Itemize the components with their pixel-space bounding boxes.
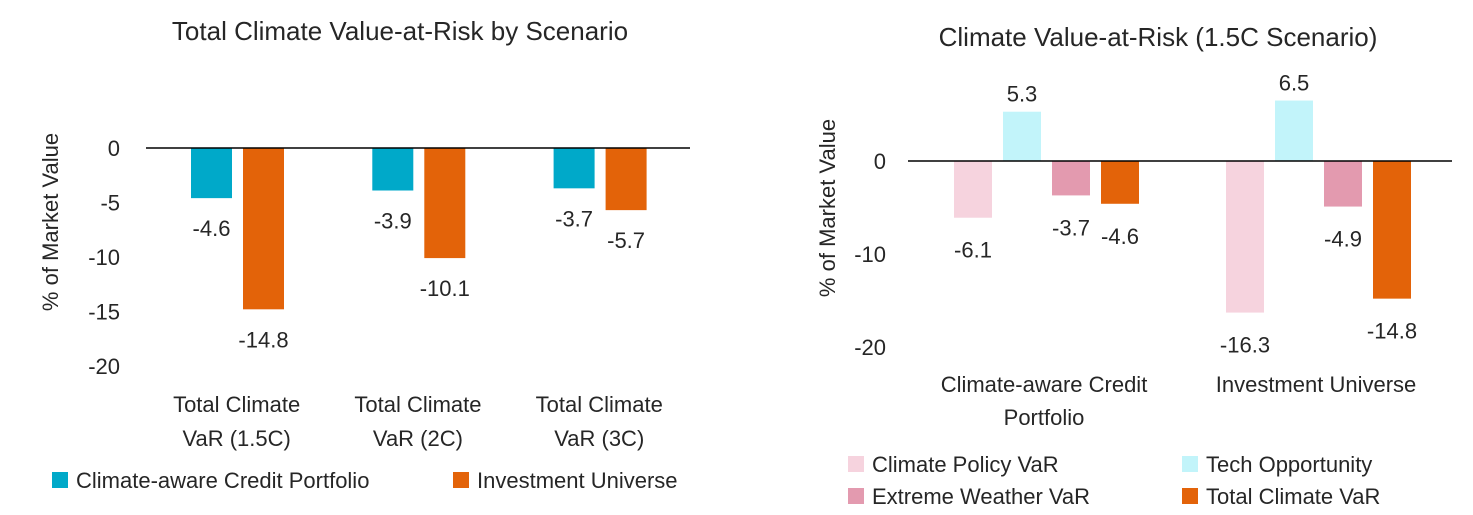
bar-climate-policy-var <box>954 161 992 218</box>
bar-climate-aware-credit-portfolio <box>191 148 232 199</box>
legend-swatch <box>52 472 68 488</box>
data-label: 6.5 <box>1279 71 1310 96</box>
bar-climate-aware-credit-portfolio <box>372 148 414 191</box>
chart-title: Climate Value-at-Risk (1.5C Scenario) <box>939 22 1378 52</box>
legend-label: Total Climate VaR <box>1206 484 1380 509</box>
y-tick-label: -10 <box>88 245 120 270</box>
bar-extreme-weather-var <box>1324 161 1362 207</box>
data-label: -10.1 <box>420 276 470 301</box>
x-category-label: Investment Universe <box>1216 372 1417 397</box>
x-category-label: VaR (3C) <box>554 426 644 451</box>
data-label: -3.9 <box>374 209 412 234</box>
bar-climate-policy-var <box>1226 161 1264 313</box>
data-label: -4.6 <box>193 216 231 241</box>
data-label: -3.7 <box>1052 215 1090 240</box>
data-label: -14.8 <box>238 327 288 352</box>
x-category-label: Portfolio <box>1004 405 1085 430</box>
x-category-label: Total Climate <box>173 392 300 417</box>
data-label: -4.6 <box>1101 224 1139 249</box>
bar-total-climate-var <box>1101 161 1139 204</box>
x-category-label: Total Climate <box>536 392 663 417</box>
bar-investment-universe <box>424 148 466 259</box>
x-category-label: VaR (2C) <box>373 426 463 451</box>
x-category-label: VaR (1.5C) <box>182 426 290 451</box>
data-label: 5.3 <box>1007 82 1038 107</box>
legend-swatch <box>1182 456 1198 472</box>
chart-total-var-by-scenario: Total Climate Value-at-Risk by Scenario%… <box>38 16 690 493</box>
data-label: -5.7 <box>607 228 645 253</box>
bar-extreme-weather-var <box>1052 161 1090 196</box>
legend-label: Climate-aware Credit Portfolio <box>76 468 369 493</box>
legend-swatch <box>848 488 864 504</box>
legend-swatch <box>453 472 469 488</box>
y-tick-label: 0 <box>874 149 886 174</box>
y-tick-label: -20 <box>854 335 886 360</box>
data-label: -3.7 <box>555 206 593 231</box>
data-label: -6.1 <box>954 238 992 263</box>
y-tick-label: -5 <box>100 191 120 216</box>
legend-swatch <box>848 456 864 472</box>
y-axis-label: % of Market Value <box>38 133 63 311</box>
bar-tech-opportunity <box>1275 100 1313 161</box>
y-tick-label: -10 <box>854 242 886 267</box>
data-label: -14.8 <box>1367 319 1417 344</box>
legend-swatch <box>1182 488 1198 504</box>
x-category-label: Climate-aware Credit <box>941 372 1148 397</box>
data-label: -16.3 <box>1220 333 1270 358</box>
legend-label: Climate Policy VaR <box>872 452 1059 477</box>
y-axis-label: % of Market Value <box>815 119 840 297</box>
bar-total-climate-var <box>1373 161 1411 299</box>
chart-title: Total Climate Value-at-Risk by Scenario <box>172 16 628 46</box>
y-tick-label: -20 <box>88 354 120 379</box>
legend-label: Investment Universe <box>477 468 678 493</box>
x-category-label: Total Climate <box>354 392 481 417</box>
legend-label: Extreme Weather VaR <box>872 484 1090 509</box>
chart-var-1-5c-scenario: Climate Value-at-Risk (1.5C Scenario) % o… <box>815 22 1452 509</box>
bar-climate-aware-credit-portfolio <box>553 148 595 189</box>
bar-tech-opportunity <box>1003 111 1041 161</box>
bar-investment-universe <box>243 148 284 310</box>
data-label: -4.9 <box>1324 227 1362 252</box>
y-tick-label: -15 <box>88 300 120 325</box>
y-tick-label: 0 <box>108 136 120 161</box>
bar-investment-universe <box>605 148 647 211</box>
legend-label: Tech Opportunity <box>1206 452 1372 477</box>
